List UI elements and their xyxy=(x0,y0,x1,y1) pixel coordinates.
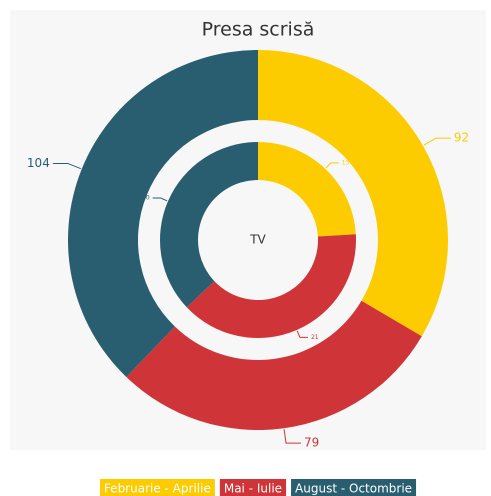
legend-label: Mai - Iulie xyxy=(224,482,282,496)
legend-item: Mai - Iulie xyxy=(219,479,287,496)
legend-item: Februarie - Aprilie xyxy=(99,479,215,496)
legend-swatch xyxy=(99,479,215,496)
donut-slice xyxy=(186,234,356,338)
data-label: 13 xyxy=(342,159,350,166)
donut-slice xyxy=(258,50,448,337)
leader-line xyxy=(325,162,339,169)
legend-swatch xyxy=(219,479,287,496)
donut-slice xyxy=(126,300,422,430)
data-label: 92 xyxy=(454,131,469,145)
donut-slice xyxy=(258,142,356,237)
leader-line xyxy=(423,137,451,146)
data-label: 104 xyxy=(27,156,50,170)
legend-label: August - Octombrie xyxy=(295,482,412,496)
chart-title: Presa scrisă xyxy=(202,19,315,41)
leader-line xyxy=(296,330,308,338)
data-label: 79 xyxy=(304,436,319,450)
data-label: 20 xyxy=(142,195,150,202)
legend-label: Februarie - Aprilie xyxy=(104,482,211,496)
leader-line xyxy=(283,429,302,444)
legend-swatch xyxy=(291,479,417,496)
leader-line xyxy=(152,197,168,202)
center-label: TV xyxy=(249,233,266,247)
legend-item: August - Octombrie xyxy=(291,479,417,496)
leader-line xyxy=(52,162,82,170)
donut-slice xyxy=(160,142,258,308)
data-label: 21 xyxy=(311,334,319,341)
donut-slice xyxy=(68,50,258,378)
